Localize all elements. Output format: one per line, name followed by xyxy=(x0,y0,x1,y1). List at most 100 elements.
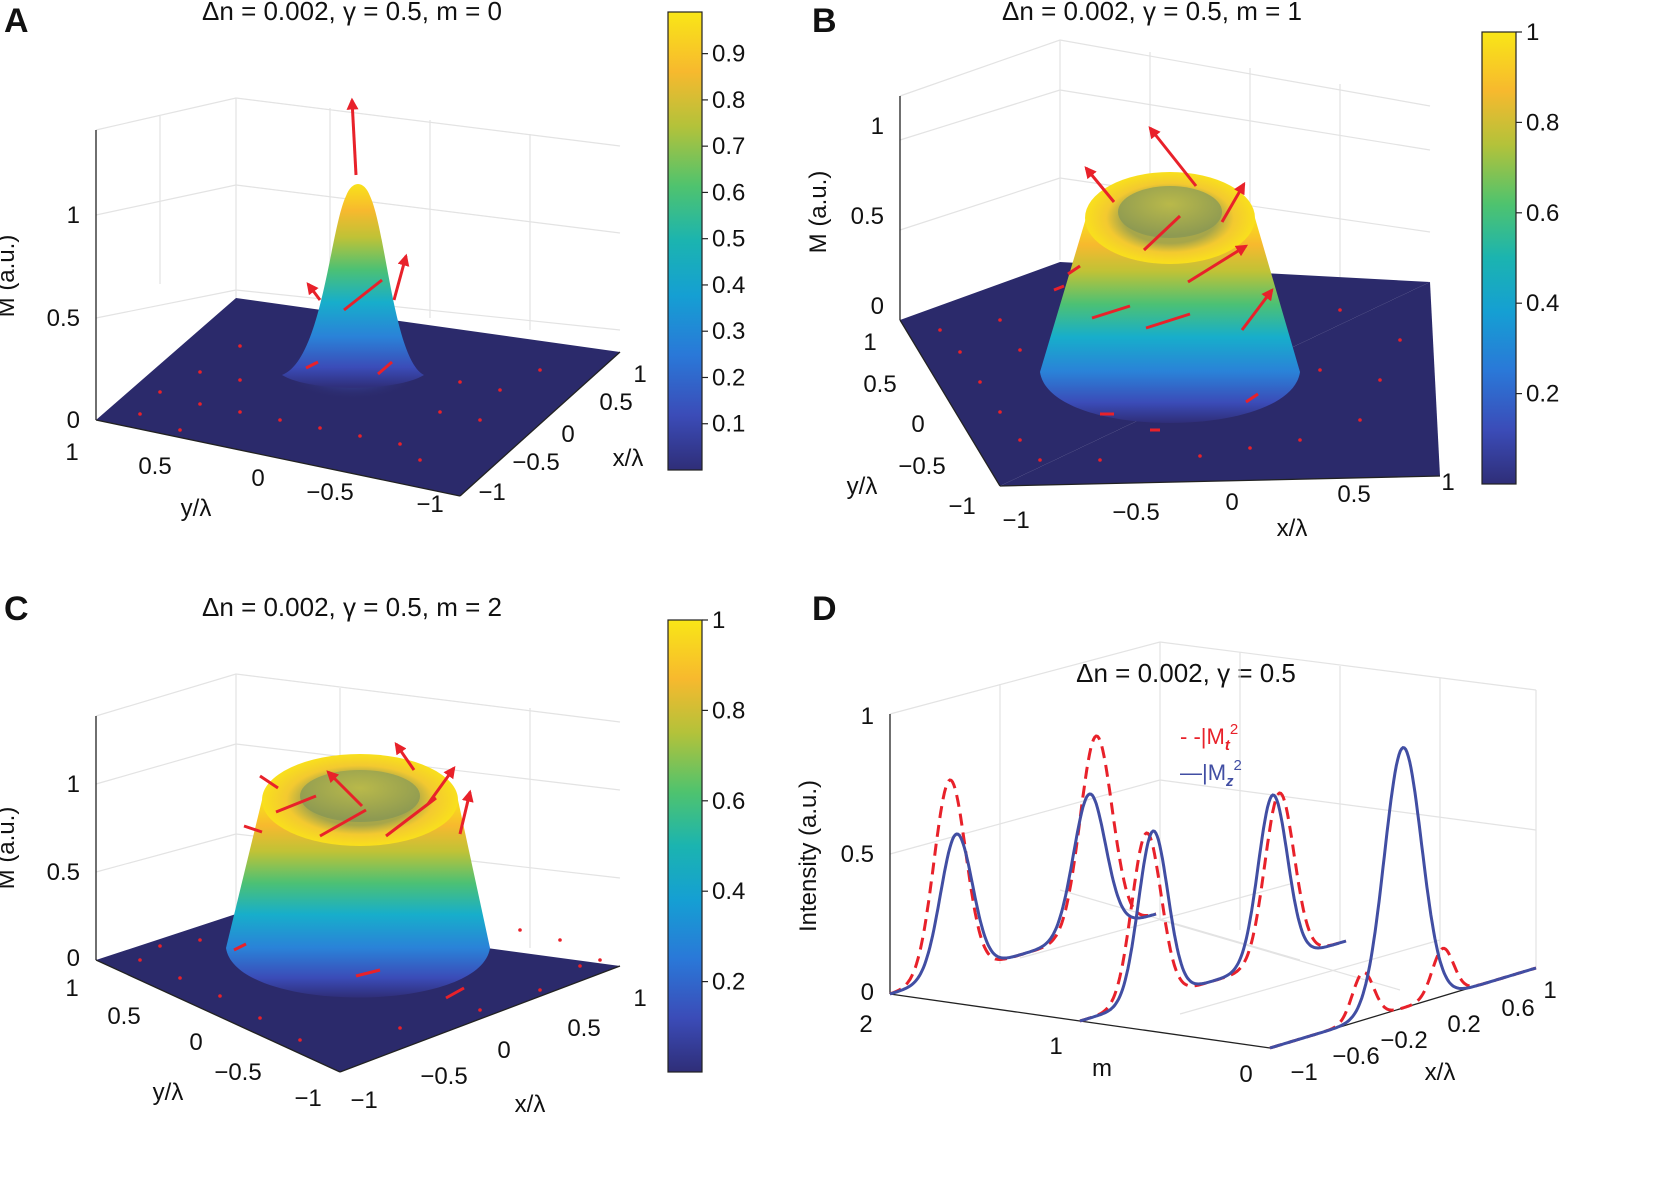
panel-a-y-axis xyxy=(95,419,461,497)
panel-d-z-tick: 0 xyxy=(861,979,874,1006)
legend-entry-mt: - -|Mt2 xyxy=(1180,721,1238,754)
panel-b-floor-dots xyxy=(938,308,1402,462)
panel-d-floor-grid xyxy=(1059,889,1301,961)
panel-d-floor-grid xyxy=(1179,939,1441,1015)
panel-c-grid-z1 xyxy=(95,743,237,785)
panel-d-curves xyxy=(889,734,1537,1050)
panel-a-colorbar xyxy=(667,11,703,471)
colorbar-tick-label: 0.2 xyxy=(712,364,745,391)
panel-d-legend: - -|Mt2 —|Mz2 xyxy=(1180,721,1242,790)
colorbar-tick-label: 0.4 xyxy=(712,878,745,905)
panel-c-colorbar xyxy=(667,619,703,1073)
panel-d-x-tick: 0.6 xyxy=(1501,995,1534,1022)
panel-c-x-tick: 0.5 xyxy=(567,1015,600,1042)
panel-b-x-axis xyxy=(999,475,1441,487)
panel-a-x-tick: 0.5 xyxy=(599,389,632,416)
panel-b-y-tick: 1 xyxy=(863,329,876,356)
panel-b-x-tick: 0.5 xyxy=(1337,481,1370,508)
panel-a-grid-z1b xyxy=(235,184,621,234)
mz-curve-m0 xyxy=(1269,745,1537,1050)
vector-arrow xyxy=(1145,312,1191,330)
vector-arrow xyxy=(275,794,317,814)
vector-arrow xyxy=(243,824,263,834)
panel-b-grid-z1 xyxy=(899,89,1061,141)
panel-a-y-tick: −1 xyxy=(416,491,443,518)
panel-c-x-axis xyxy=(339,965,621,1073)
vector-arrow xyxy=(1053,284,1065,292)
panel-c-title: Δn = 0.002, γ = 0.5, m = 2 xyxy=(202,592,502,622)
panel-d-z-label: Intensity (a.u.) xyxy=(795,780,822,932)
colorbar-tick-label: 0.9 xyxy=(712,41,745,68)
vector-arrow xyxy=(1187,244,1249,284)
panel-a-floor-dots xyxy=(138,344,542,462)
panel-b-surface-hole xyxy=(1118,186,1222,238)
colorbar-tick-label: 0.8 xyxy=(1526,109,1559,136)
vector-arrow xyxy=(377,360,393,376)
panel-d-m-tick: 0 xyxy=(1239,1061,1252,1088)
panel-a-z-tick: 1 xyxy=(67,202,80,229)
panel-b-y-label: y/λ xyxy=(847,473,878,500)
panel-a-z-tick: 0 xyxy=(67,407,80,434)
mz-curve-m1 xyxy=(1079,793,1347,1023)
mz-curve-m2 xyxy=(889,792,1157,996)
panel-b-y-tick: −0.5 xyxy=(898,453,945,480)
vector-arrow xyxy=(445,986,465,1000)
panel-b-grid-z1b xyxy=(1059,89,1431,151)
panel-a-y-label: y/λ xyxy=(181,495,212,522)
panel-b-z-tick: 1 xyxy=(871,113,884,140)
panel-a-grid-z05b xyxy=(235,289,621,331)
panel-c-grid-z05 xyxy=(95,833,237,873)
panel-c-x-tick: 1 xyxy=(633,985,646,1012)
panel-d-floor-grid xyxy=(1159,919,1401,991)
panel-b-x-tick: 0 xyxy=(1225,489,1238,516)
colorbar-tick-label: 1 xyxy=(1526,19,1539,46)
panel-a-x-tick: −1 xyxy=(478,479,505,506)
colorbar-tick-label: 0.3 xyxy=(712,318,745,345)
panel-b-y-tick: 0 xyxy=(911,411,924,438)
panel-c-grid-top xyxy=(95,673,621,723)
panel-b-grid-top xyxy=(899,39,1431,107)
vector-arrow xyxy=(1084,166,1116,203)
vector-arrow xyxy=(392,253,410,301)
panel-b-y-axis xyxy=(899,319,1001,487)
panel-c-y-tick: 0.5 xyxy=(107,1003,140,1030)
vector-arrow xyxy=(355,968,381,978)
panel-b-title: Δn = 0.002, γ = 0.5, m = 1 xyxy=(1002,0,1302,26)
panel-b-y-tick: −1 xyxy=(948,493,975,520)
panel-c-surface-wall xyxy=(226,800,490,998)
vector-arrow xyxy=(1067,264,1081,276)
panel-d-m-tick: 1 xyxy=(1049,1033,1062,1060)
panel-a-y-tick: 1 xyxy=(65,439,78,466)
colorbar-tick-label: 0.6 xyxy=(712,788,745,815)
panel-d-z-tick: 0.5 xyxy=(841,841,874,868)
panel-d: D Δn = 0.002, γ = 0.5 0 0.5 1 Intensity … xyxy=(795,590,1557,1088)
vector-arrow xyxy=(1240,288,1274,331)
panel-d-title: Δn = 0.002, γ = 0.5 xyxy=(1076,658,1296,688)
vector-arrow xyxy=(343,278,383,312)
panel-b-colorbar-ticks: 0.2 0.4 0.6 0.8 1 xyxy=(1516,19,1559,408)
panel-a: A Δn = 0.002, γ = 0.5, m = 0 0 0.5 1 M (… xyxy=(0,0,745,522)
panel-c-y-tick: −0.5 xyxy=(214,1059,261,1086)
panel-b-x-tick: −0.5 xyxy=(1112,499,1159,526)
panel-c-floor-dots xyxy=(138,928,602,1042)
panel-c-y-tick: −1 xyxy=(294,1085,321,1112)
vector-arrow xyxy=(1220,181,1246,223)
panel-b-x-tick: −1 xyxy=(1002,507,1029,534)
panel-a-y-tick: 0.5 xyxy=(138,453,171,480)
panel-c-vector-arrows xyxy=(233,742,474,1000)
colorbar-tick-label: 1 xyxy=(712,607,725,634)
vector-arrow xyxy=(305,360,319,370)
panel-label-c: C xyxy=(4,590,29,628)
panel-c-x-tick: 0 xyxy=(497,1037,510,1064)
panel-b-vector-arrows xyxy=(1053,126,1274,432)
panel-c-y-tick: 1 xyxy=(65,975,78,1002)
panel-d-floor-grid xyxy=(1019,883,1291,959)
panel-a-y-tick: −0.5 xyxy=(306,479,353,506)
panel-a-x-axis xyxy=(459,351,621,497)
vector-arrow xyxy=(319,808,367,838)
panel-c-y-axis xyxy=(95,959,341,1073)
panel-c-colorbar-ticks: 0.2 0.4 0.6 0.8 1 xyxy=(702,607,745,996)
panel-d-grid-z05b xyxy=(1159,779,1537,831)
vector-arrow xyxy=(306,282,322,301)
